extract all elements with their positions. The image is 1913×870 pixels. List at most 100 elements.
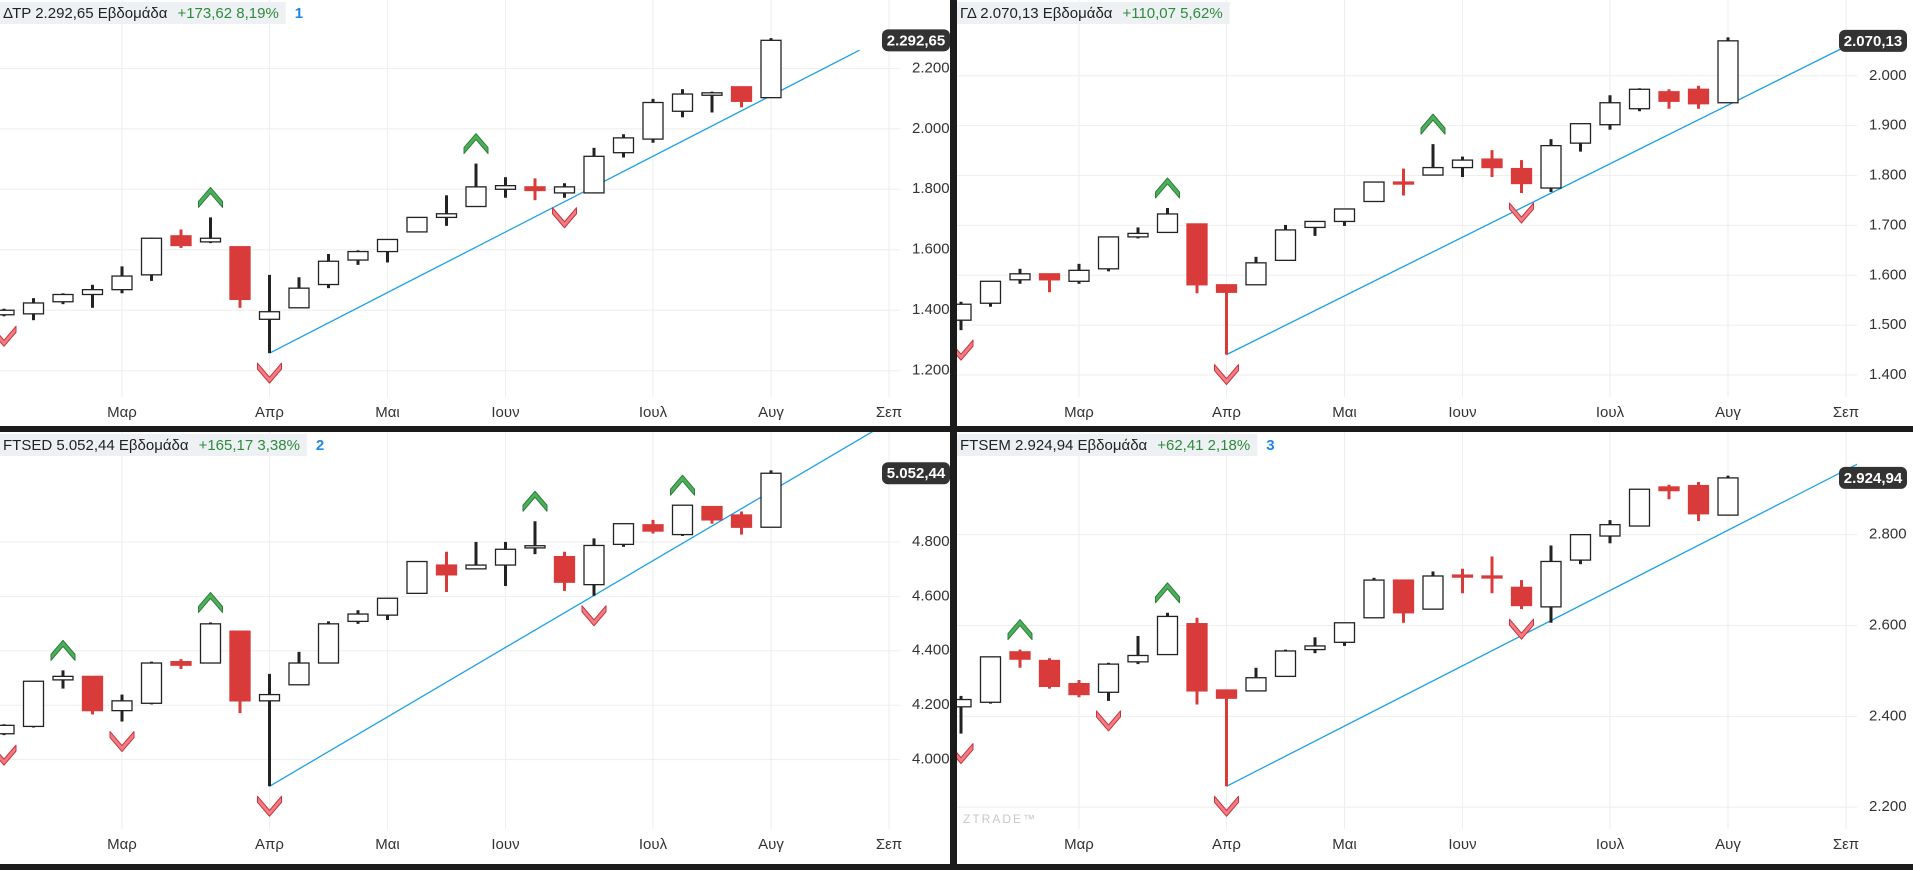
candle-body [671,504,694,536]
title-background [0,434,307,456]
candle-body [730,514,753,528]
trendline [1226,463,1857,787]
candle-body [1274,650,1297,678]
y-tick-label: 2.400 [1869,707,1907,724]
x-tick-label: Μαι [1332,836,1357,853]
candle-body [317,260,340,286]
candle-body [258,693,281,702]
sell-signal [552,207,577,229]
x-tick-label: Αυγ [1715,404,1741,421]
candle-body [81,675,104,712]
candle-body [111,700,133,712]
candle-body [1215,284,1238,293]
candle-body [1156,213,1179,234]
candle-body [1717,477,1739,516]
change-text: +173,62 8,19% [177,5,278,22]
x-tick-label: Μαρ [107,404,137,421]
y-tick-label: 2.000 [912,120,950,137]
plot-area [957,463,1857,817]
chart-title: ΔΤΡ 2.292,65 Εβδομάδα +173,62 8,19% 1 [3,5,303,22]
x-tick-label: Σεπ [1833,404,1859,421]
candle-body [524,545,546,549]
panel-background [0,432,950,864]
candle-body [52,675,74,681]
y-tick-label: 1.900 [1869,117,1907,134]
buy-signal [198,186,223,208]
candle-body [494,548,517,566]
last-price-badge [882,29,950,52]
x-tick-label: Μαρ [107,836,137,853]
x-tick-label: Ιουλ [1596,836,1625,853]
candle-body [760,39,782,99]
x-tick-label: Ιουν [491,836,519,853]
y-tick-label: 1.800 [912,180,950,197]
plot-area [957,37,1847,386]
title-background [957,2,1230,24]
candle-body [1628,88,1651,110]
candle-body [1687,88,1710,105]
y-tick-label: 4.400 [912,642,950,659]
candle-body [1186,223,1208,286]
candle-body [1009,651,1031,660]
title-background [957,434,1258,456]
sell-signal [0,744,17,766]
candle-body [1687,484,1710,515]
candle-body [1363,181,1385,203]
y-tick-label: 2.800 [1869,526,1907,543]
x-tick-label: Ιουλ [1596,404,1625,421]
candle-body [1540,144,1562,189]
x-tick-label: Σεπ [876,836,902,853]
candle-body [1481,575,1503,579]
candle-body [1422,575,1444,610]
x-tick-label: Σεπ [876,404,902,421]
y-tick-label: 1.600 [912,241,950,258]
candle-body [701,505,723,521]
candle-body [1363,579,1385,619]
candle-body [1215,689,1238,699]
chart-panel: 2.200 2.400 2.600 2.800 Μαρ Απρ Μαι Ιουν Ιουλ Αυγ… [957,432,1913,864]
chart-title: FTSEM 2.924,94 Εβδομάδα +62,41 2,18% 3 [960,437,1275,454]
candle-body [524,186,546,192]
buy-signal [1420,113,1446,135]
candle-body [199,237,222,243]
panel-background [0,0,950,426]
last-price-badge [1839,29,1907,52]
last-price-label: 2.070,13 [1844,33,1902,50]
candle-body [1510,586,1533,607]
buy-signal [670,474,695,496]
y-tick-label: 4.800 [912,533,950,550]
y-tick-label: 1.500 [1869,316,1907,333]
candle-body [494,184,517,190]
x-tick-label: Ιουλ [639,404,668,421]
buy-signal [1155,582,1180,604]
candle-body [583,544,605,586]
sell-signal [257,362,282,384]
y-tick-label: 1.700 [1869,216,1907,233]
candle-body [0,724,15,735]
candle-body [1569,123,1592,144]
candle-body [317,623,340,664]
title-background [0,2,286,24]
x-tick-label: Ιουν [491,404,519,421]
candle-body [1097,236,1120,270]
candle-body [760,472,782,528]
candle-body [1156,615,1179,656]
sell-signal [1214,364,1239,386]
chart-panel: 1.400 1.500 1.600 1.700 1.800 1.900 2.000 Μαρ Απ… [957,0,1913,426]
candle-body [671,93,694,112]
candle-body [0,309,15,316]
candle-body [288,662,310,686]
y-tick-label: 1.600 [1869,266,1907,283]
sell-signal [1509,202,1534,224]
y-tick-label: 4.000 [912,751,950,768]
plot-area [0,38,860,384]
candle-body [22,680,45,728]
sell-signal [109,731,135,753]
candle-body [465,186,487,208]
plot-area [0,432,874,817]
trendline [269,49,860,354]
chart-title: ΓΔ 2.070,13 Εβδομάδα +110,07 5,62% [960,5,1223,22]
candle-body [1658,91,1680,102]
chart-panel: 4.000 4.200 4.400 4.600 4.800 Μαρ Απρ Μαι Ιουν Ιο… [0,432,950,864]
candle-body [730,86,753,102]
